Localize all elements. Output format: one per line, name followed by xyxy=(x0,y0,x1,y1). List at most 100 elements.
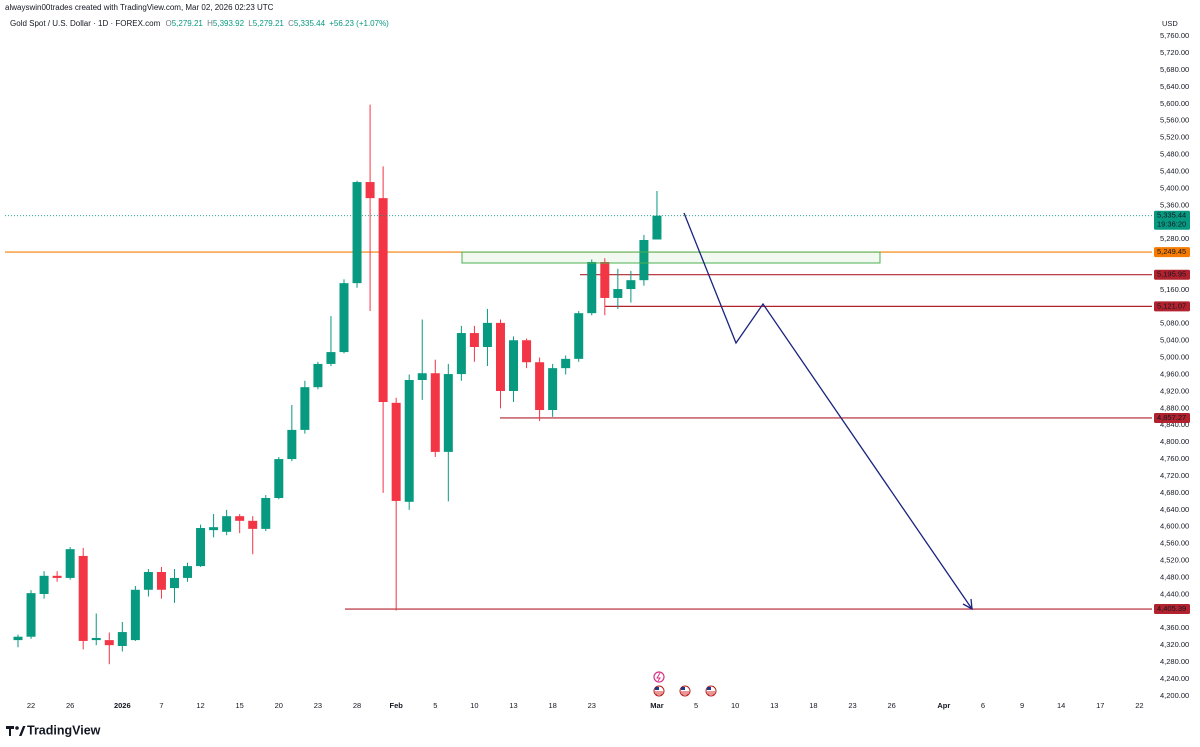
y-tick-label: 5,160.00 xyxy=(1160,285,1189,294)
level-label: 5,195.95 xyxy=(1157,270,1186,279)
y-tick-label: 4,320.00 xyxy=(1160,640,1189,649)
candle-body xyxy=(26,593,36,637)
y-tick-label: 5,640.00 xyxy=(1160,82,1189,91)
x-tick-label: 12 xyxy=(196,701,204,710)
logo xyxy=(6,726,26,736)
candle-body xyxy=(117,632,127,647)
y-tick-label: 4,280.00 xyxy=(1160,657,1189,666)
y-tick-label: 4,600.00 xyxy=(1160,522,1189,531)
y-tick-label: 4,200.00 xyxy=(1160,691,1189,700)
event-icon xyxy=(653,685,665,697)
x-tick-label: 14 xyxy=(1057,701,1065,710)
candle-body xyxy=(482,322,492,348)
x-tick-label: 5 xyxy=(694,701,698,710)
y-tick-label: 5,040.00 xyxy=(1160,336,1189,345)
last-price-label: 5,335.44 xyxy=(1157,211,1186,220)
x-tick-label: 28 xyxy=(353,701,361,710)
y-tick-label: 4,880.00 xyxy=(1160,403,1189,412)
x-tick-label: Apr xyxy=(937,701,950,710)
level-label: 5,121.07 xyxy=(1157,301,1186,310)
x-tick-label: 23 xyxy=(588,701,596,710)
level-label: 4,857.27 xyxy=(1157,413,1186,422)
candle-body xyxy=(248,520,258,529)
candle-body xyxy=(548,368,558,411)
candle-body xyxy=(561,358,571,369)
candle-body xyxy=(365,182,375,199)
x-tick-label: 18 xyxy=(809,701,817,710)
candle-body xyxy=(196,528,206,567)
ohlc-value: 5,279.21 xyxy=(172,19,204,28)
candle-body xyxy=(495,322,505,391)
candle-body xyxy=(404,379,414,502)
candle-body xyxy=(391,402,401,501)
candle-body xyxy=(587,261,597,314)
x-tick-label: 26 xyxy=(66,701,74,710)
candle-body xyxy=(274,459,284,498)
y-tick-label: 5,280.00 xyxy=(1160,234,1189,243)
ohlc-letter: L xyxy=(248,19,253,28)
x-tick-label: 5 xyxy=(433,701,437,710)
y-tick-label: 5,480.00 xyxy=(1160,150,1189,159)
level-label-box xyxy=(1154,247,1190,258)
y-tick-label: 5,400.00 xyxy=(1160,183,1189,192)
x-tick-label: 23 xyxy=(848,701,856,710)
countdown: 19:36:20 xyxy=(1157,220,1186,229)
candle-body xyxy=(339,283,349,353)
y-tick-label: 5,360.00 xyxy=(1160,200,1189,209)
y-tick-label: 4,520.00 xyxy=(1160,556,1189,565)
candle-body xyxy=(169,577,179,589)
y-tick-label: 4,640.00 xyxy=(1160,505,1189,514)
candle-body xyxy=(509,340,519,391)
level-label: 5,249.45 xyxy=(1157,247,1186,256)
candle-body xyxy=(626,280,636,290)
x-tick-label: 22 xyxy=(1135,701,1143,710)
y-tick-label: 4,360.00 xyxy=(1160,623,1189,632)
candle-body xyxy=(91,637,101,641)
level-label-box xyxy=(1154,412,1190,423)
y-tick-label: 5,520.00 xyxy=(1160,133,1189,142)
ohlc-letter: H xyxy=(207,19,213,28)
candle-body xyxy=(326,352,336,364)
x-tick-label: 10 xyxy=(731,701,739,710)
level-label-box xyxy=(1154,301,1190,312)
y-tick-label: 4,560.00 xyxy=(1160,539,1189,548)
x-tick-label: 20 xyxy=(275,701,283,710)
candle-body xyxy=(300,387,310,430)
x-tick-label: Feb xyxy=(389,701,403,710)
event-icon xyxy=(653,671,665,683)
y-tick-label: 5,440.00 xyxy=(1160,166,1189,175)
candle-body xyxy=(443,374,453,452)
candle-body xyxy=(13,636,23,641)
last-price-box xyxy=(1154,210,1190,230)
change: +56.23 (+1.07%) xyxy=(329,19,389,28)
x-tick-label: 26 xyxy=(888,701,896,710)
candle-body xyxy=(235,516,245,521)
candle-body xyxy=(222,516,232,532)
candle-body xyxy=(39,575,49,595)
x-tick-label: 13 xyxy=(509,701,517,710)
x-tick-label: 7 xyxy=(159,701,163,710)
event-icon xyxy=(656,672,661,682)
candle-body xyxy=(104,640,114,646)
y-tick-label: 4,960.00 xyxy=(1160,369,1189,378)
level-label-box xyxy=(1154,604,1190,615)
candle-body xyxy=(600,261,610,298)
candle-body xyxy=(313,363,323,388)
y-tick-label: 5,680.00 xyxy=(1160,65,1189,74)
candle-body xyxy=(417,373,427,380)
candle-body xyxy=(652,215,662,240)
y-tick-label: 5,000.00 xyxy=(1160,353,1189,362)
symbol: Gold Spot / U.S. Dollar · 1D · FOREX.com xyxy=(10,19,161,28)
y-tick-label: 4,680.00 xyxy=(1160,488,1189,497)
legend-header: Gold Spot / U.S. Dollar · 1D · FOREX.com… xyxy=(10,19,389,28)
candle-body xyxy=(378,198,388,402)
y-tick-label: 5,600.00 xyxy=(1160,99,1189,108)
y-tick-label: 4,760.00 xyxy=(1160,454,1189,463)
y-tick-label: 5,080.00 xyxy=(1160,319,1189,328)
arrow-head xyxy=(962,598,973,611)
x-tick-label: Mar xyxy=(650,701,663,710)
candle-body xyxy=(535,362,545,411)
candle-body xyxy=(352,182,362,284)
x-tick-label: 23 xyxy=(314,701,322,710)
